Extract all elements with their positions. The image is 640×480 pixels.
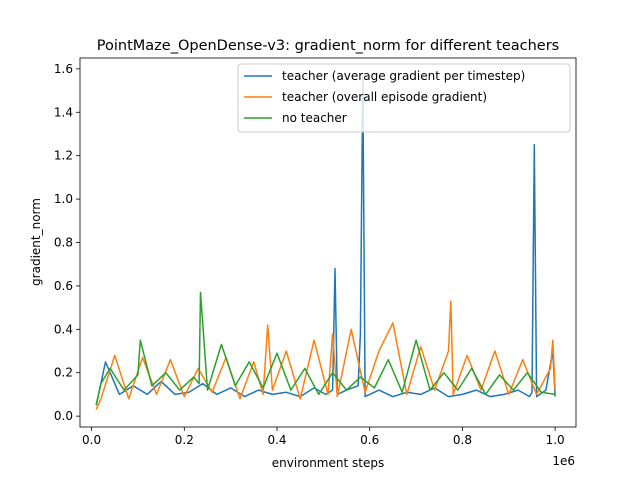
- legend-label-1: teacher (overall episode gradient): [282, 90, 487, 104]
- y-tick-label: 0.2: [54, 366, 73, 380]
- series-layer: [95, 76, 556, 410]
- y-tick-label: 1.0: [54, 192, 73, 206]
- y-tick-label: 0.8: [54, 236, 73, 250]
- x-axis-label: environment steps: [272, 456, 384, 470]
- legend-label-0: teacher (average gradient per timestep): [282, 69, 525, 83]
- series-line-0: [95, 76, 556, 406]
- legend-box: [237, 63, 571, 133]
- ticks-layer: 0.0 0.2 0.4 0.6 0.8 1.0 0.0 0.2 0.4 0.6 0.8 1.0 1.2 1…: [54, 62, 565, 447]
- series-line-2: [95, 291, 556, 406]
- x-tick-label: 1.0: [546, 433, 565, 447]
- x-tick-label: 0.6: [360, 433, 379, 447]
- chart-title: PointMaze_OpenDense-v3: gradient_norm fo…: [97, 38, 559, 54]
- legend: teacher (average gradient per timestep) t…: [237, 63, 571, 133]
- legend-label-2: no teacher: [282, 111, 347, 125]
- y-tick-label: 0.4: [54, 322, 73, 336]
- y-tick-label: 1.2: [54, 149, 73, 163]
- x-tick-label: 0.4: [267, 433, 286, 447]
- x-tick-label: 0.2: [175, 433, 194, 447]
- y-tick-label: 1.4: [54, 105, 73, 119]
- y-tick-label: 1.6: [54, 62, 73, 76]
- x-tick-label: 0.8: [453, 433, 472, 447]
- plot-frame: [79, 57, 577, 428]
- series-line-1: [95, 300, 556, 410]
- x-tick-label: 0.0: [82, 433, 101, 447]
- y-tick-label: 0.6: [54, 279, 73, 293]
- x-offset-label: 1e6: [552, 454, 575, 468]
- y-axis-label: gradient_norm: [29, 198, 43, 286]
- y-tick-label: 0.0: [54, 409, 73, 423]
